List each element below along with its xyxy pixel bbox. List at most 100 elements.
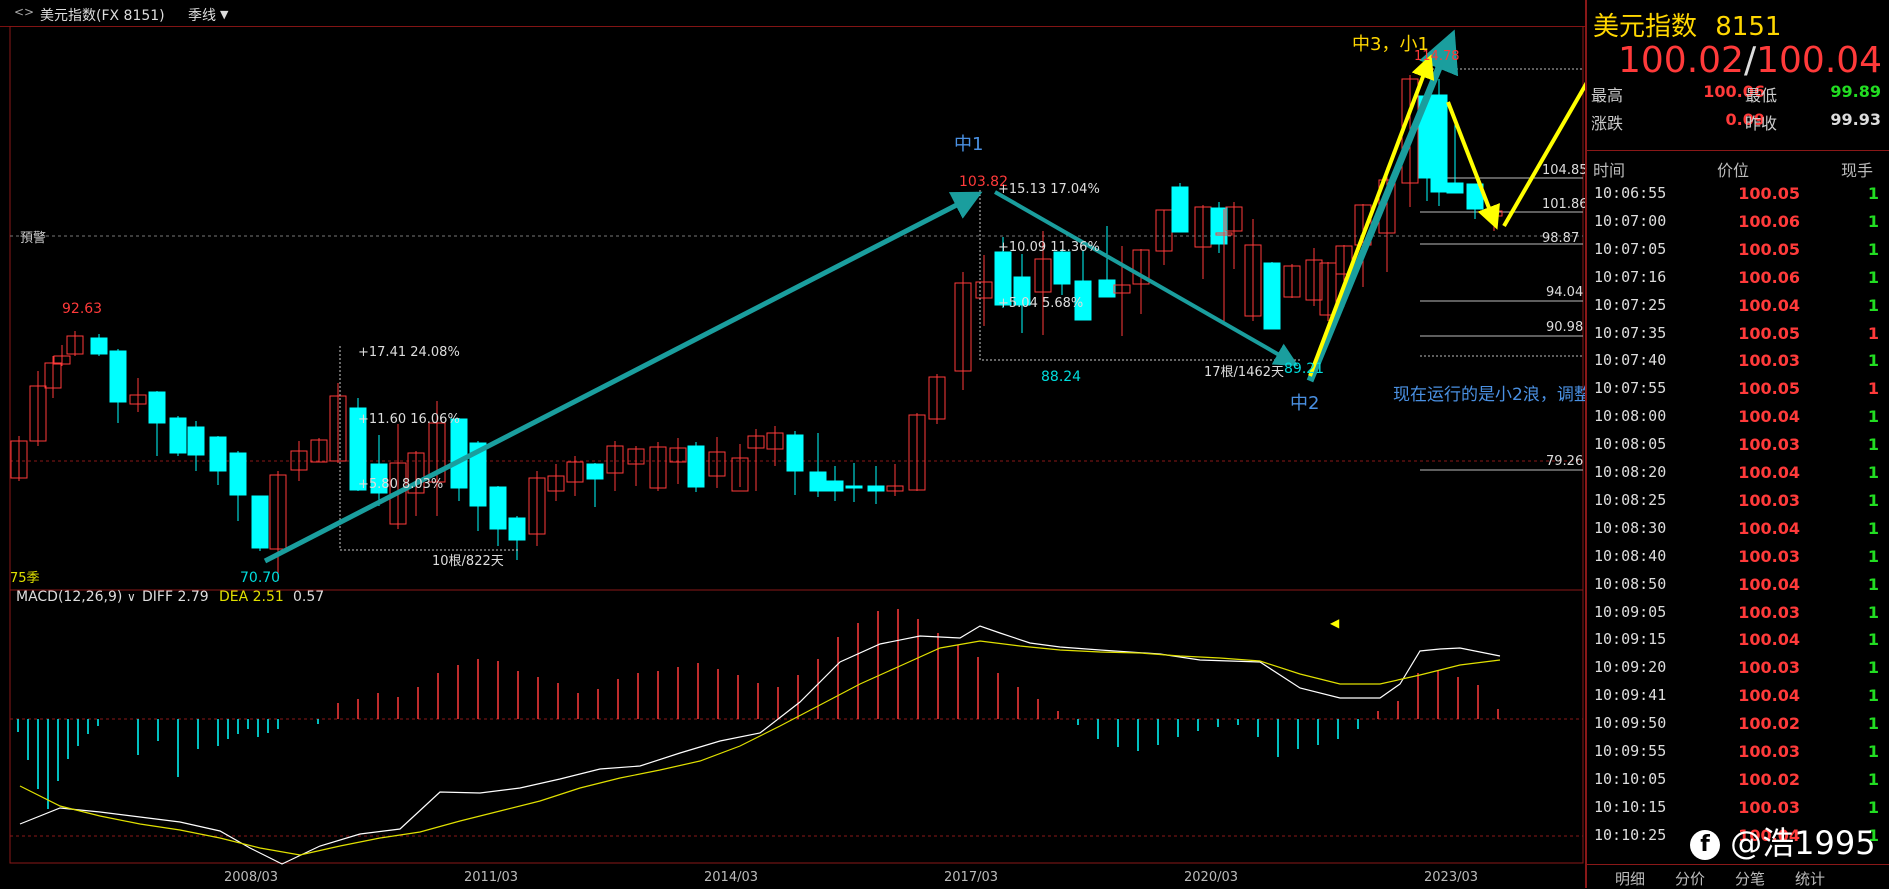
trade-price: 100.04 — [1738, 686, 1800, 706]
candle-body — [66, 335, 84, 355]
candle — [586, 463, 604, 507]
trade-time: 10:07:05 — [1594, 239, 1667, 258]
candle — [1446, 118, 1464, 194]
candle — [1194, 205, 1212, 279]
candle — [187, 421, 205, 471]
link-icon[interactable]: <> — [14, 5, 35, 19]
macd-value: 0.57 — [293, 589, 324, 605]
trade-row: 10:08:50 100.04 1 — [1587, 570, 1889, 598]
chevron-down-icon[interactable]: ▼ — [220, 8, 229, 21]
candle — [489, 486, 507, 546]
candle-body — [407, 452, 425, 494]
candle-body — [1244, 244, 1262, 317]
trade-time: 10:08:00 — [1594, 407, 1667, 426]
candle-body — [747, 435, 765, 449]
candle — [886, 464, 904, 496]
macd-chevron-icon[interactable]: ∨ — [127, 590, 136, 604]
candle — [809, 433, 827, 497]
candle-body — [370, 463, 388, 494]
trade-price: 100.06 — [1738, 211, 1800, 231]
candle-body — [649, 446, 667, 489]
fib-label-4: 90.98 — [1546, 320, 1583, 335]
trade-price: 100.04 — [1738, 825, 1800, 845]
candle — [826, 466, 844, 501]
wave-label-1: 中1 — [954, 134, 983, 155]
candle — [1098, 226, 1116, 298]
trade-volume: 1 — [1867, 407, 1879, 427]
trade-price: 100.03 — [1738, 797, 1800, 817]
trade-volume: 1 — [1867, 379, 1879, 399]
wave-arrows — [263, 29, 1585, 564]
trade-row: 10:10:05 100.02 1 — [1587, 765, 1889, 793]
candle — [169, 416, 187, 456]
candle-body — [349, 407, 367, 491]
candle — [469, 441, 487, 531]
measure2-span: 17根/1462天 — [1204, 365, 1284, 380]
candle — [1215, 209, 1233, 322]
measure2-c: +5.04 5.68% — [998, 296, 1083, 311]
candle — [428, 401, 446, 516]
candle-body — [1215, 232, 1233, 236]
x-tick-2: 2014/03 — [704, 870, 758, 885]
candle — [229, 451, 247, 521]
trade-row: 10:10:15 100.03 1 — [1587, 793, 1889, 821]
col-price: 价位 — [1717, 161, 1750, 180]
candle-body — [389, 462, 407, 525]
trade-volume: 1 — [1867, 574, 1879, 594]
candle-body — [1098, 279, 1116, 298]
trade-price: 100.05 — [1738, 379, 1800, 399]
candle — [44, 356, 62, 398]
candle — [1210, 202, 1228, 253]
candle — [290, 441, 308, 481]
trade-volume: 1 — [1867, 463, 1879, 482]
kline-chart[interactable]: 預警 92.63 70.70 103.82 88.24 89.21 114.78… — [0, 26, 1585, 888]
candle-body — [1283, 265, 1301, 298]
trade-price: 100.04 — [1738, 574, 1800, 594]
candle-body — [826, 480, 844, 492]
candle — [547, 464, 565, 501]
period-label: 75季 — [10, 571, 40, 586]
low-label-3: 89.21 — [1284, 361, 1324, 377]
trade-time: 10:07:35 — [1594, 323, 1667, 342]
candle — [908, 413, 926, 491]
trade-volume: 1 — [1867, 184, 1879, 203]
period-selector[interactable]: 季线 — [188, 8, 216, 24]
tab-detail[interactable]: 明细 — [1615, 870, 1646, 888]
x-tick-5: 2023/03 — [1424, 870, 1478, 885]
candle-body — [1263, 262, 1281, 330]
candle-body — [994, 251, 1012, 306]
candle-body — [428, 422, 446, 483]
candle — [1113, 246, 1131, 336]
candle-body — [867, 485, 885, 492]
candle — [251, 495, 269, 551]
trade-volume: 1 — [1867, 323, 1879, 343]
tab-price-dist[interactable]: 分价 — [1675, 870, 1706, 888]
tab-stats[interactable]: 统计 — [1795, 870, 1826, 888]
measure2-b: +10.09 11.36% — [998, 240, 1100, 255]
candle — [1132, 249, 1150, 314]
trade-time: 10:06:55 — [1594, 184, 1667, 202]
tab-tick[interactable]: 分笔 — [1735, 870, 1766, 888]
low-value: 99.89 — [1830, 82, 1881, 101]
trade-price: 100.05 — [1738, 239, 1800, 259]
trade-volume: 1 — [1867, 518, 1879, 538]
trade-row: 10:09:50 100.02 1 — [1587, 709, 1889, 737]
candle-body — [845, 485, 863, 489]
candle — [627, 446, 645, 486]
measure2-a: +15.13 17.04% — [998, 182, 1100, 197]
trade-row: 10:07:35 100.05 1 — [1587, 319, 1889, 347]
trade-row: 10:08:25 100.03 1 — [1587, 486, 1889, 514]
trade-row: 10:08:40 100.03 1 — [1587, 542, 1889, 570]
chart-header: <> 美元指数(FX 8151) 季线 ▼ — [0, 0, 1585, 27]
trade-time: 10:10:15 — [1594, 797, 1667, 816]
candle-body — [1053, 251, 1071, 285]
candle — [975, 255, 993, 326]
candle — [1319, 262, 1337, 321]
trade-price: 100.05 — [1738, 323, 1800, 343]
candle — [649, 442, 667, 491]
candle — [1283, 264, 1301, 298]
trade-row: 10:08:00 100.04 1 — [1587, 402, 1889, 430]
symbol-title: 美元指数(FX 8151) — [40, 8, 165, 24]
trade-time: 10:08:20 — [1594, 463, 1667, 481]
trade-row: 10:07:05 100.05 1 — [1587, 235, 1889, 263]
